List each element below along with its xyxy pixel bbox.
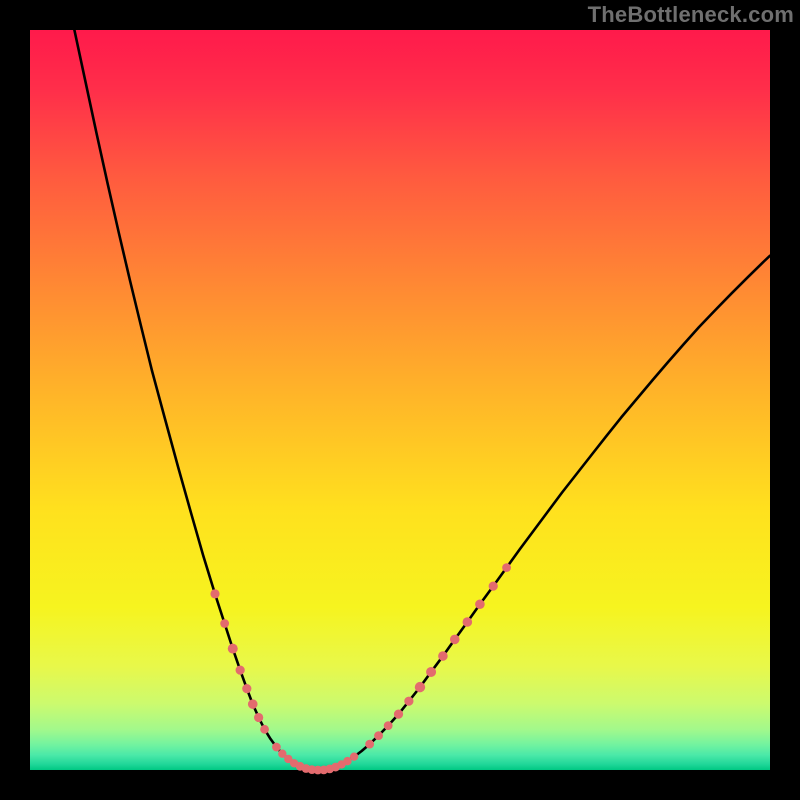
bottleneck-curve xyxy=(74,30,770,770)
curve-marker xyxy=(438,651,448,661)
curve-marker xyxy=(220,619,229,628)
plot-area xyxy=(30,30,770,770)
curve-marker xyxy=(236,666,245,675)
curve-marker xyxy=(489,582,498,591)
chart-svg-overlay xyxy=(30,30,770,770)
curve-marker xyxy=(426,667,436,677)
curve-marker xyxy=(475,599,485,609)
curve-marker xyxy=(384,721,393,730)
curve-marker xyxy=(254,713,263,722)
curve-marker xyxy=(404,697,413,706)
curve-marker xyxy=(260,725,269,734)
curve-marker xyxy=(272,743,281,752)
curve-marker xyxy=(374,731,383,740)
curve-marker xyxy=(210,589,219,598)
curve-marker xyxy=(248,699,258,709)
curve-marker xyxy=(463,617,473,627)
curve-marker xyxy=(365,740,374,749)
curve-marker xyxy=(450,635,460,645)
curve-marker xyxy=(394,710,403,719)
chart-stage: TheBottleneck.com xyxy=(0,0,800,800)
curve-marker xyxy=(350,752,358,760)
curve-marker xyxy=(242,684,251,693)
curve-marker xyxy=(502,563,511,572)
curve-markers-group xyxy=(210,563,511,774)
watermark-text: TheBottleneck.com xyxy=(588,0,794,30)
curve-marker xyxy=(228,644,238,654)
curve-marker xyxy=(415,682,425,692)
